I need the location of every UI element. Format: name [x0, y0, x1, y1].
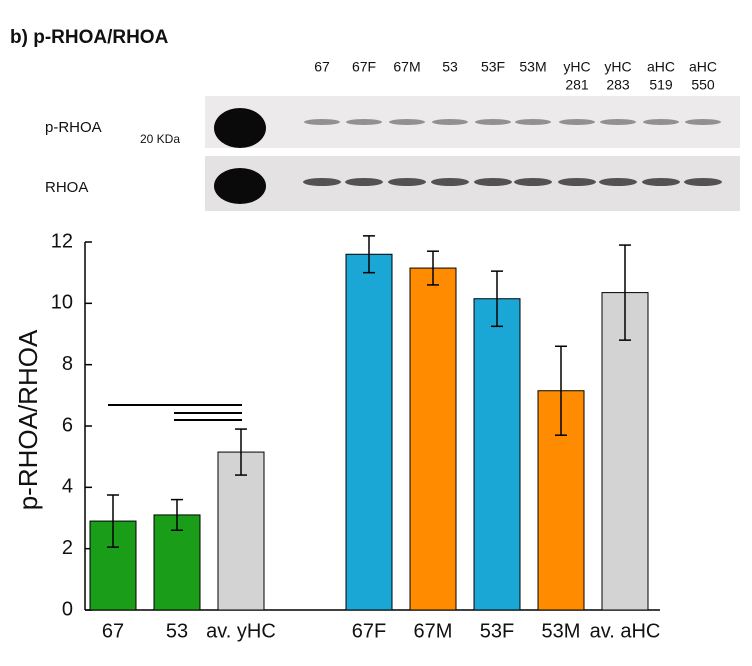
blot-band [559, 119, 595, 125]
blot-band [303, 178, 341, 186]
blot-band [684, 178, 722, 186]
x-tick-label: 53M [542, 620, 581, 642]
blot-band [642, 178, 680, 186]
lane-label: 519 [649, 77, 673, 93]
y-tick-label: 12 [51, 230, 73, 252]
marker-label: 20 KDa [140, 132, 180, 146]
y-tick-label: 10 [51, 292, 73, 314]
lane-label: aHC [647, 59, 675, 75]
blot-band [558, 178, 596, 186]
blot-band [474, 178, 512, 186]
y-tick-label: 6 [62, 414, 73, 436]
blot-band [599, 178, 637, 186]
blot-band [685, 119, 721, 125]
bar [409, 267, 457, 611]
marker-band [214, 168, 266, 204]
lane-label: 53F [481, 59, 505, 75]
lane-label: yHC [563, 59, 590, 75]
y-axis-label: p-RHOA/RHOA [13, 329, 43, 510]
row-label: p-RHOA [45, 119, 102, 136]
x-tick-label: 53 [166, 620, 188, 642]
blot-band [388, 178, 426, 186]
blot-band [600, 119, 636, 125]
x-tick-label: 53F [480, 620, 514, 642]
y-tick-label: 4 [62, 476, 73, 498]
lane-label: 67M [393, 59, 420, 75]
marker-band [214, 108, 266, 148]
x-tick-label: 67F [352, 620, 386, 642]
blot-band [346, 119, 382, 125]
lane-label: 53 [442, 59, 458, 75]
x-tick-label: 67M [414, 620, 453, 642]
blot [205, 96, 740, 211]
lane-label: 283 [606, 77, 630, 93]
y-tick-label: 8 [62, 353, 73, 375]
blot-band [432, 119, 468, 125]
y-tick-label: 2 [62, 537, 73, 559]
bar [345, 253, 393, 611]
lane-label: yHC [604, 59, 631, 75]
y-tick-label: 0 [62, 598, 73, 620]
lane-label: 550 [691, 77, 715, 93]
bar [473, 298, 521, 611]
lane-label: 67F [352, 59, 376, 75]
blot-band [643, 119, 679, 125]
row-label: RHOA [45, 179, 88, 196]
x-tick-label: av. yHC [206, 620, 276, 642]
figure-title: b) p-RHOA/RHOA [10, 27, 169, 48]
blot-band [514, 178, 552, 186]
blot-band [304, 119, 340, 125]
blot-band [345, 178, 383, 186]
x-tick-label: av. aHC [590, 620, 661, 642]
blot-band [475, 119, 511, 125]
blot-band [389, 119, 425, 125]
x-tick-label: 67 [102, 620, 124, 642]
lane-label: 67 [314, 59, 330, 75]
blot-band [431, 178, 469, 186]
lane-label: 53M [519, 59, 546, 75]
lane-label: aHC [689, 59, 717, 75]
lane-label: 281 [565, 77, 589, 93]
blot-band [515, 119, 551, 125]
